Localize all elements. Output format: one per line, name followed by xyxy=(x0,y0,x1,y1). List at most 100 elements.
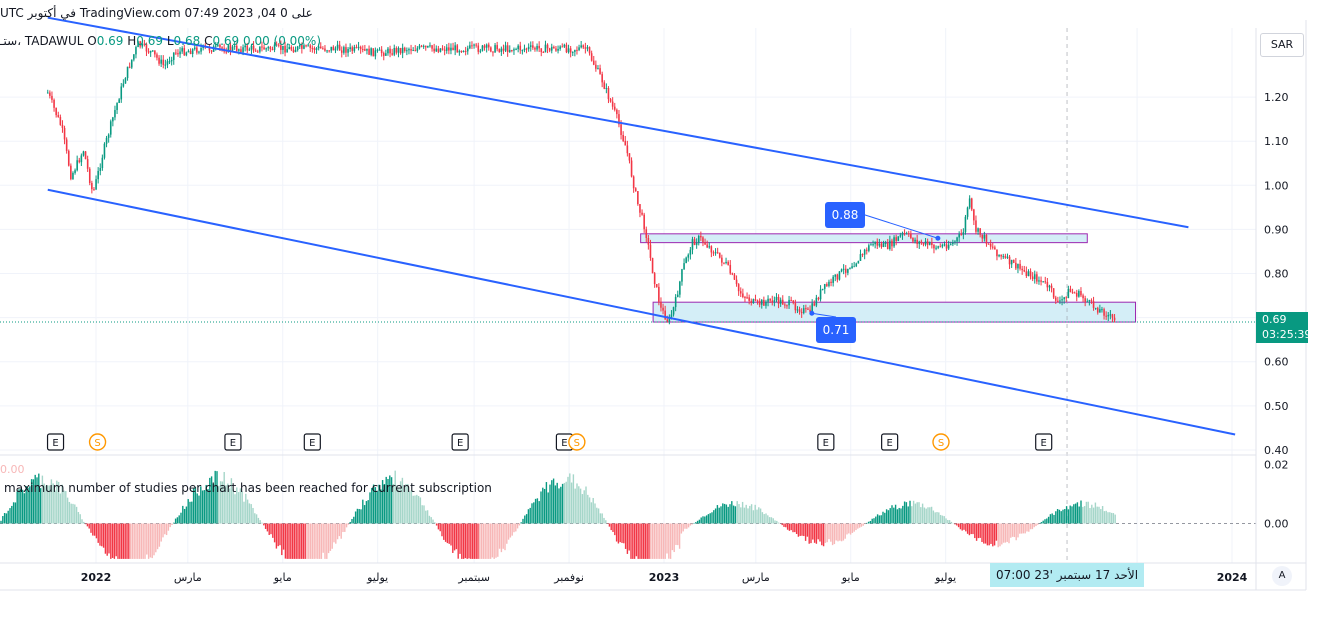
y-tick-label[interactable]: 0.40 xyxy=(1264,444,1289,457)
earnings-marker[interactable] xyxy=(46,433,65,451)
candle-body xyxy=(935,247,937,249)
candle-body xyxy=(118,99,120,103)
hist-y-tick-label[interactable]: 0.00 xyxy=(1264,518,1289,531)
candle-body xyxy=(838,271,841,280)
candle-body xyxy=(288,47,291,50)
earnings-marker[interactable] xyxy=(1035,433,1053,451)
low-callout[interactable]: 0.71 xyxy=(816,317,856,343)
candle-body xyxy=(225,51,228,53)
candle-body xyxy=(983,234,986,239)
x-tick-label[interactable]: 2023 xyxy=(649,571,680,584)
candle-body xyxy=(214,45,217,47)
trend-lines[interactable] xyxy=(47,16,1236,436)
candle-body xyxy=(815,297,818,306)
candle-body xyxy=(435,48,438,52)
y-tick-label[interactable]: 1.00 xyxy=(1264,179,1289,192)
candle-body xyxy=(960,234,963,236)
ohlc-c-value: 0.69 xyxy=(212,34,240,48)
currency-button[interactable]: SAR xyxy=(1260,33,1304,57)
candle-body xyxy=(193,47,196,50)
y-tick-label[interactable]: 1.10 xyxy=(1264,135,1289,148)
candle-body xyxy=(710,246,713,253)
candle-body xyxy=(166,61,169,65)
dividend-marker[interactable] xyxy=(568,433,586,451)
x-tick-label[interactable]: 2024 xyxy=(1217,571,1248,584)
y-tick-label[interactable]: 1.20 xyxy=(1264,91,1289,104)
high-callout[interactable]: 0.88 xyxy=(825,202,865,228)
candle-body xyxy=(284,45,286,53)
candle-body xyxy=(366,48,368,51)
candle-body xyxy=(59,117,62,125)
auto-scale-button[interactable]: A xyxy=(1272,566,1292,586)
y-axis[interactable]: 1.201.101.000.900.800.700.600.500.400.02… xyxy=(1264,91,1289,530)
candle-body xyxy=(605,88,608,90)
x-tick-label[interactable]: مايو xyxy=(273,571,292,584)
candle-body xyxy=(643,214,645,230)
dividend-marker[interactable] xyxy=(932,433,950,451)
candle-body xyxy=(1061,299,1063,301)
x-tick-label[interactable]: مايو xyxy=(841,571,860,584)
candle-body xyxy=(395,48,398,53)
x-tick-label[interactable]: يوليو xyxy=(366,571,388,584)
candle-body xyxy=(897,236,900,241)
candle-body xyxy=(162,59,165,65)
candle-body xyxy=(647,237,650,245)
y-tick-label[interactable]: 0.90 xyxy=(1264,223,1289,236)
upper-channel[interactable] xyxy=(47,16,1189,229)
candle-body xyxy=(1002,256,1005,258)
lower-channel[interactable] xyxy=(47,188,1236,436)
candle-body xyxy=(580,45,582,48)
candle-body xyxy=(143,43,146,45)
x-tick-label[interactable]: مارس xyxy=(174,571,202,584)
candle-body xyxy=(460,50,463,52)
candle-body xyxy=(490,47,492,52)
earnings-marker[interactable] xyxy=(451,433,469,451)
earnings-marker[interactable] xyxy=(881,433,899,451)
candle-body xyxy=(674,297,677,308)
candle-body xyxy=(981,234,984,239)
x-tick-label[interactable]: مارس xyxy=(742,571,770,584)
candle-body xyxy=(250,45,253,50)
candle-body xyxy=(431,45,433,49)
dividend-marker[interactable] xyxy=(88,433,107,451)
candle-body xyxy=(137,41,139,48)
hist-y-tick-label[interactable]: 0.02 xyxy=(1264,459,1289,472)
candle-body xyxy=(1073,292,1076,294)
candle-body xyxy=(221,47,223,49)
candle-body xyxy=(271,49,274,51)
candle-body xyxy=(933,244,935,249)
y-tick-label[interactable]: 0.80 xyxy=(1264,268,1289,281)
y-tick-label[interactable]: 0.50 xyxy=(1264,400,1289,413)
candle-body xyxy=(1044,281,1047,283)
candle-body xyxy=(855,263,858,267)
candle-body xyxy=(418,45,421,49)
earnings-marker[interactable] xyxy=(224,433,242,451)
candle-body xyxy=(914,239,916,242)
x-tick-label[interactable]: يوليو xyxy=(934,571,956,584)
candle-body xyxy=(517,45,519,50)
earnings-marker[interactable] xyxy=(303,433,321,451)
candle-body xyxy=(458,50,461,53)
x-tick-label[interactable]: سبتمبر xyxy=(457,571,490,584)
candle-body xyxy=(651,257,654,274)
candle-body xyxy=(378,49,381,51)
candle-body xyxy=(452,47,454,51)
candle-body xyxy=(996,249,998,257)
x-tick-label[interactable]: 2022 xyxy=(81,571,112,584)
candle-body xyxy=(830,281,832,283)
candle-body xyxy=(716,252,719,254)
candle-body xyxy=(618,114,620,125)
candle-body xyxy=(863,249,866,255)
candle-body xyxy=(567,48,570,53)
candle-body xyxy=(813,303,816,306)
candle-body xyxy=(294,50,297,53)
candle-body xyxy=(676,294,679,298)
x-tick-label[interactable]: نوفمبر xyxy=(553,571,584,584)
y-tick-label[interactable]: 0.60 xyxy=(1264,356,1289,369)
candle-body xyxy=(1036,274,1038,282)
earnings-marker[interactable] xyxy=(817,433,835,451)
candle-body xyxy=(330,46,333,51)
candle-body xyxy=(907,233,910,235)
